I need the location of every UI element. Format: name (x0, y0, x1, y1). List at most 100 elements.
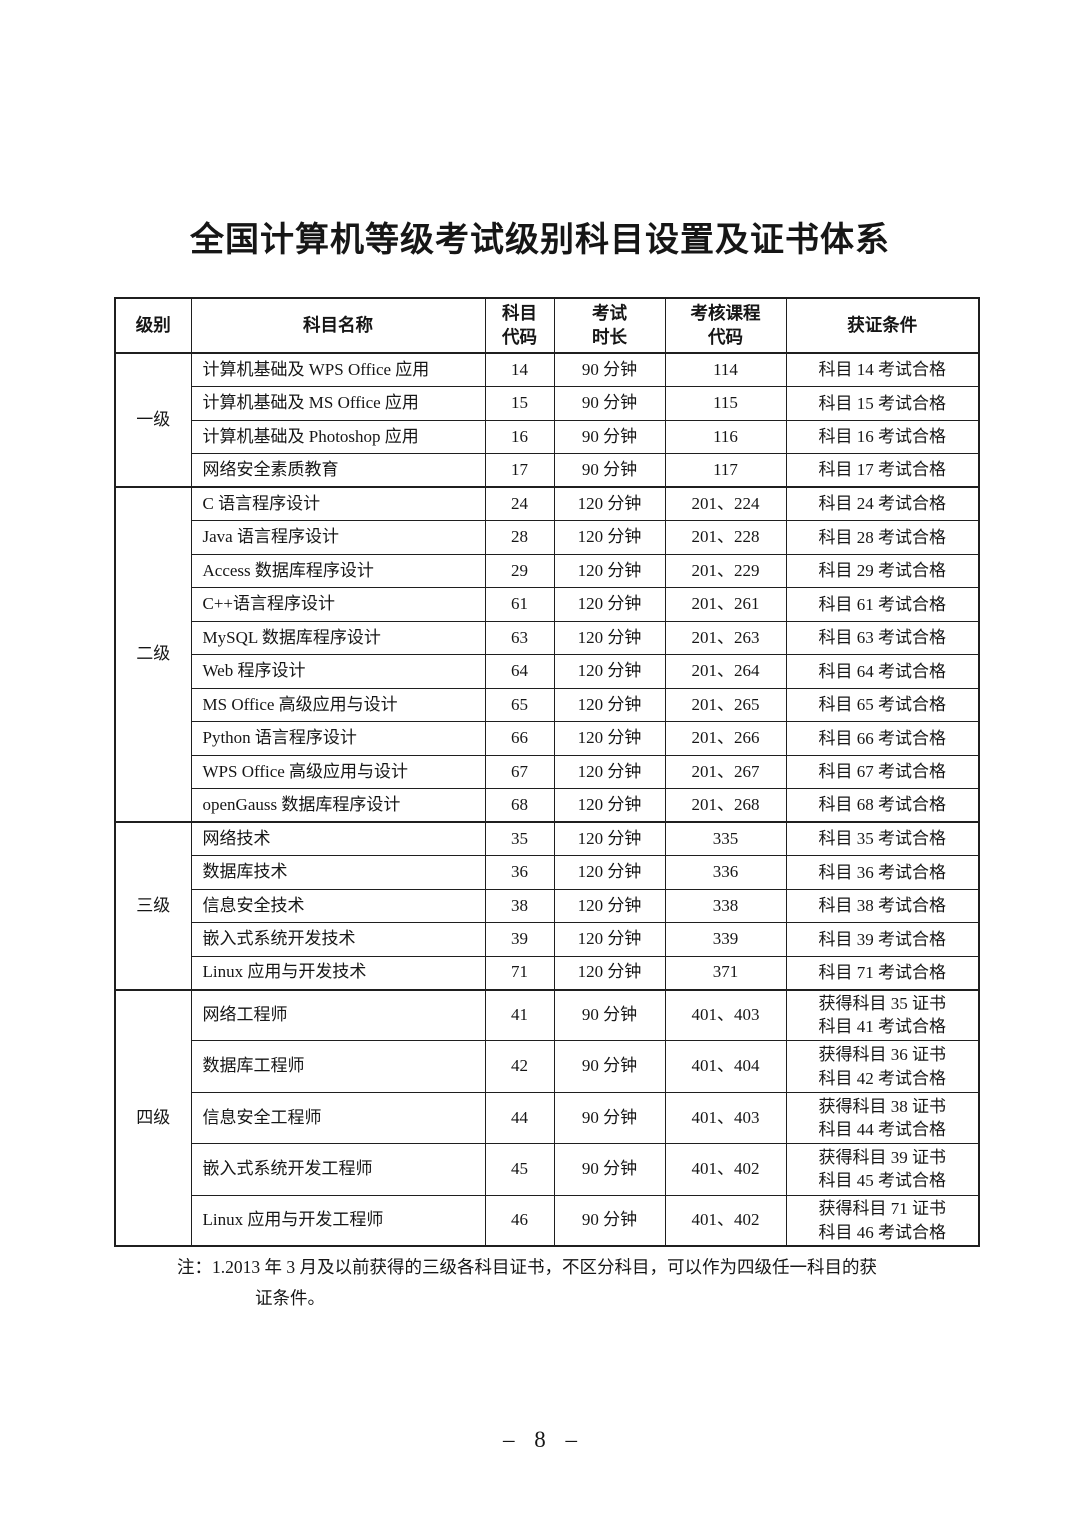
table-row: 四级 网络工程师 41 90 分钟 401、403 获得科目 35 证书 科目 41 考试… (114, 988, 980, 1247)
footnote: 注：1.2013 年 3 月及以前获得的三级各科目证书，不区分科目，可以作为四级… (177, 1252, 977, 1314)
cert-condition-cell: 科目 16 考试合格 (785, 419, 980, 454)
course-codes-cell: 201、229 (664, 553, 787, 588)
table-row: 网络安全素质教育 17 90 分钟 117 科目 17 考试合格 (115, 453, 980, 488)
exam-duration-cell: 90 分钟 (553, 453, 666, 488)
subject-code-cell: 39 (484, 922, 555, 957)
course-codes-cell: 201、263 (664, 620, 787, 655)
exam-duration-cell: 90 分钟 (553, 988, 666, 1042)
course-codes-cell: 201、264 (664, 654, 787, 689)
exam-subjects-table: 级别 科目名称 科目 代码 考试 时长 考核课程 代码 获证条件 一级 计算机基础… (114, 297, 980, 1248)
subject-code-cell: 28 (484, 520, 555, 555)
cert-condition-cell: 获得科目 71 证书 科目 46 考试合格 (785, 1194, 980, 1247)
course-codes-cell: 201、261 (664, 587, 787, 622)
table-row: C++语言程序设计 61 120 分钟 201、261 科目 61 考试合格 (115, 587, 980, 622)
exam-duration-cell: 90 分钟 (553, 1143, 666, 1196)
table-row: 计算机基础及 MS Office 应用 15 90 分钟 115 科目 15 考试合格 (115, 386, 980, 421)
cert-condition-cell: 科目 63 考试合格 (785, 620, 980, 655)
table-row: 嵌入式系统开发技术 39 120 分钟 339 科目 39 考试合格 (115, 922, 980, 957)
subject-name-cell: 计算机基础及 WPS Office 应用 (190, 352, 486, 387)
subject-name-cell: Linux 应用与开发技术 (190, 955, 486, 990)
column-header-cert-condition: 获证条件 (785, 297, 980, 354)
level-cell: 二级 (114, 486, 192, 823)
subject-code-cell: 67 (484, 754, 555, 789)
subject-name-cell: Web 程序设计 (190, 654, 486, 689)
exam-duration-cell: 120 分钟 (553, 587, 666, 622)
cert-condition-cell: 获得科目 38 证书 科目 44 考试合格 (785, 1091, 980, 1145)
subject-code-cell: 65 (484, 687, 555, 722)
subject-name-cell: Python 语言程序设计 (190, 721, 486, 756)
level-cell: 一级 (114, 352, 192, 488)
subject-code-cell: 44 (484, 1091, 555, 1145)
course-codes-cell: 401、403 (664, 1091, 787, 1145)
exam-duration-cell: 90 分钟 (553, 386, 666, 421)
course-codes-cell: 114 (664, 352, 787, 387)
exam-duration-cell: 90 分钟 (553, 1091, 666, 1145)
exam-duration-cell: 120 分钟 (553, 888, 666, 923)
exam-duration-cell: 120 分钟 (553, 520, 666, 555)
cert-condition-cell: 科目 29 考试合格 (785, 553, 980, 588)
table-row: 嵌入式系统开发工程师 45 90 分钟 401、402 获得科目 39 证书 科目 45… (115, 1143, 980, 1196)
table-row: 数据库技术 36 120 分钟 336 科目 36 考试合格 (115, 855, 980, 890)
table-row: Linux 应用与开发技术 71 120 分钟 371 科目 71 考试合格 (115, 955, 980, 990)
subject-code-cell: 64 (484, 654, 555, 689)
column-header-exam-duration: 考试 时长 (553, 297, 666, 354)
cert-condition-cell: 科目 61 考试合格 (785, 587, 980, 622)
table-row: 数据库工程师 42 90 分钟 401、404 获得科目 36 证书 科目 42 考试合… (115, 1040, 980, 1093)
table-row: MySQL 数据库程序设计 63 120 分钟 201、263 科目 63 考试合格 (115, 620, 980, 655)
table-row: 一级 计算机基础及 WPS Office 应用 14 90 分钟 114 科目 14 考试… (114, 352, 980, 488)
subject-name-cell: 计算机基础及 MS Office 应用 (190, 386, 486, 421)
subject-name-cell: Java 语言程序设计 (190, 520, 486, 555)
subject-code-cell: 35 (484, 821, 555, 856)
column-header-course-codes: 考核课程 代码 (664, 297, 787, 354)
footnote-line-1: 注：1.2013 年 3 月及以前获得的三级各科目证书，不区分科目，可以作为四级… (177, 1257, 877, 1277)
course-codes-cell: 201、266 (664, 721, 787, 756)
cert-condition-cell: 科目 17 考试合格 (785, 453, 980, 488)
column-header-subject-code: 科目 代码 (484, 297, 555, 354)
subject-code-cell: 61 (484, 587, 555, 622)
exam-duration-cell: 120 分钟 (553, 855, 666, 890)
cert-condition-cell: 获得科目 35 证书 科目 41 考试合格 (785, 988, 980, 1042)
page-number: – 8 – (503, 1427, 577, 1452)
subject-code-cell: 41 (484, 988, 555, 1042)
subject-name-cell: MS Office 高级应用与设计 (190, 687, 486, 722)
table-row: 三级 网络技术 35 120 分钟 335 科目 35 考试合格 (114, 821, 980, 990)
column-header-subject-name: 科目名称 (190, 297, 486, 354)
cert-condition-cell: 科目 28 考试合格 (785, 520, 980, 555)
subject-name-cell: 计算机基础及 Photoshop 应用 (190, 419, 486, 454)
subject-code-cell: 71 (484, 955, 555, 990)
subject-name-cell: 嵌入式系统开发技术 (190, 922, 486, 957)
exam-duration-cell: 120 分钟 (553, 687, 666, 722)
cert-condition-cell: 科目 35 考试合格 (785, 821, 980, 856)
subject-name-cell: 数据库技术 (190, 855, 486, 890)
course-codes-cell: 115 (664, 386, 787, 421)
table-row: 计算机基础及 Photoshop 应用 16 90 分钟 116 科目 16 考试合格 (115, 419, 980, 454)
course-codes-cell: 201、228 (664, 520, 787, 555)
subject-name-cell: WPS Office 高级应用与设计 (190, 754, 486, 789)
cert-condition-cell: 科目 38 考试合格 (785, 888, 980, 923)
subject-code-cell: 36 (484, 855, 555, 890)
course-codes-cell: 401、402 (664, 1194, 787, 1247)
level-cell: 四级 (114, 988, 192, 1247)
exam-duration-cell: 120 分钟 (553, 553, 666, 588)
course-codes-cell: 371 (664, 955, 787, 990)
exam-duration-cell: 120 分钟 (553, 486, 666, 521)
subject-name-cell: 数据库工程师 (190, 1040, 486, 1093)
course-codes-cell: 201、268 (664, 788, 787, 823)
cert-condition-cell: 科目 66 考试合格 (785, 721, 980, 756)
subject-code-cell: 16 (484, 419, 555, 454)
column-header-level: 级别 (114, 297, 192, 354)
subject-name-cell: 网络工程师 (190, 988, 486, 1042)
cert-condition-cell: 获得科目 36 证书 科目 42 考试合格 (785, 1040, 980, 1093)
subject-code-cell: 68 (484, 788, 555, 823)
course-codes-cell: 201、267 (664, 754, 787, 789)
exam-duration-cell: 90 分钟 (553, 1040, 666, 1093)
cert-condition-cell: 科目 36 考试合格 (785, 855, 980, 890)
course-codes-cell: 401、404 (664, 1040, 787, 1093)
course-codes-cell: 401、403 (664, 988, 787, 1042)
exam-duration-cell: 120 分钟 (553, 922, 666, 957)
cert-condition-cell: 获得科目 39 证书 科目 45 考试合格 (785, 1143, 980, 1196)
subject-code-cell: 17 (484, 453, 555, 488)
table-row: Web 程序设计 64 120 分钟 201、264 科目 64 考试合格 (115, 654, 980, 689)
exam-duration-cell: 90 分钟 (553, 352, 666, 387)
